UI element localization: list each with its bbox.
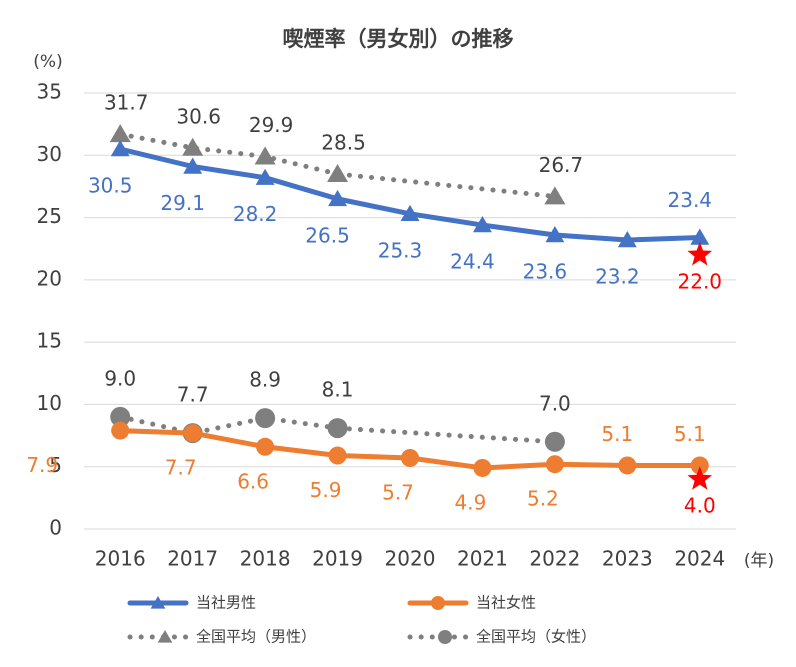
data-label: 26.5 (305, 223, 350, 247)
data-point (401, 448, 419, 467)
data-point (111, 421, 130, 440)
data-label: 23.2 (595, 264, 640, 288)
legend-marker (150, 596, 166, 609)
data-label: 31.7 (104, 91, 149, 115)
x-tick-label: 2024 (674, 547, 725, 571)
data-point (544, 431, 565, 452)
data-label: 28.5 (321, 130, 366, 154)
data-point (328, 189, 348, 207)
data-point (109, 124, 131, 143)
data-label: 7.0 (539, 391, 571, 415)
legend-label: 全国平均（男性） (196, 628, 316, 646)
data-label: 5.9 (310, 478, 342, 502)
y-tick-label: 25 (37, 204, 62, 228)
x-tick-label: 2021 (457, 547, 508, 571)
y-tick-label: 0 (49, 516, 62, 540)
legend-marker (431, 596, 445, 610)
data-label: 25.3 (378, 238, 423, 262)
data-point (182, 137, 204, 156)
data-label: 5.2 (527, 487, 559, 511)
data-point (327, 418, 348, 439)
legend-item: 当社男性 (127, 594, 256, 612)
data-point (618, 456, 637, 475)
data-label: 7.7 (177, 383, 209, 407)
data-label: 23.4 (668, 188, 713, 212)
x-tick-label: 2022 (529, 547, 580, 571)
y-tick-label: 5 (49, 453, 62, 477)
data-label: 29.1 (160, 191, 205, 215)
data-label: 24.4 (450, 250, 495, 274)
data-label: 30.6 (176, 104, 221, 128)
data-point (327, 163, 349, 182)
data-label: 29.9 (249, 113, 294, 137)
series-line (117, 146, 703, 243)
x-tick-label: 2018 (240, 547, 291, 571)
data-point (473, 458, 492, 477)
data-point (255, 168, 275, 185)
data-point (617, 230, 637, 248)
data-point (255, 408, 276, 429)
data-label: 4.9 (455, 490, 487, 514)
data-point (400, 204, 420, 222)
data-label: 8.1 (322, 378, 354, 402)
legend-item: 全国平均（男性） (127, 628, 316, 646)
data-point (472, 216, 492, 233)
data-point (545, 226, 565, 243)
y-tick-label: 10 (37, 391, 62, 415)
data-point (183, 424, 202, 443)
legend-item: 全国平均（女性） (407, 628, 596, 646)
data-point (328, 446, 347, 465)
data-label: 9.0 (104, 366, 136, 390)
legend-marker (157, 630, 173, 643)
data-point (254, 146, 276, 165)
data-point (544, 186, 566, 205)
target-marker (687, 241, 713, 266)
data-label: 6.6 (237, 469, 269, 493)
data-label: 7.7 (165, 456, 197, 480)
y-tick-label: 15 (37, 329, 62, 353)
x-tick-label: 2017 (167, 547, 218, 571)
data-point (256, 437, 275, 456)
data-label: 23.6 (523, 260, 568, 284)
data-label: 5.1 (674, 422, 706, 446)
y-tick-label: 30 (37, 142, 62, 166)
data-label: 30.5 (88, 174, 133, 198)
x-tick-label: 2019 (312, 547, 363, 571)
legend-label: 当社女性 (476, 594, 536, 612)
data-label: 8.9 (249, 368, 281, 392)
data-label: 26.7 (539, 153, 584, 177)
chart-title: 喫煙率（男女別）の推移 (283, 27, 514, 51)
x-tick-label: 2023 (602, 547, 653, 571)
legend-marker (438, 630, 452, 644)
y-tick-label: 35 (37, 80, 62, 104)
data-label: 5.1 (601, 422, 633, 446)
target-marker (687, 466, 713, 490)
data-label: 5.7 (382, 480, 414, 504)
legend-label: 当社男性 (196, 594, 256, 612)
data-point (110, 140, 130, 157)
x-unit: (年) (744, 551, 774, 571)
data-label: 7.9 (26, 453, 58, 477)
y-unit: (%) (33, 52, 62, 72)
legend-label: 全国平均（女性） (476, 628, 596, 646)
target-label: 22.0 (678, 269, 723, 293)
x-tick-label: 2020 (385, 547, 436, 571)
data-point (183, 157, 203, 174)
data-point (690, 228, 710, 245)
y-tick-label: 20 (37, 266, 62, 290)
x-tick-label: 2016 (95, 547, 146, 571)
data-label: 28.2 (233, 202, 278, 226)
target-label: 4.0 (684, 494, 716, 518)
data-point (690, 456, 709, 475)
data-point (545, 455, 564, 474)
data-point (110, 406, 131, 427)
legend-item: 当社女性 (407, 594, 536, 612)
